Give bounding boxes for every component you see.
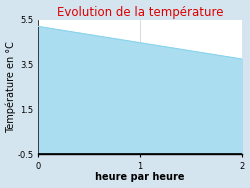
X-axis label: heure par heure: heure par heure [96,172,185,182]
Y-axis label: Température en °C: Température en °C [6,41,16,133]
Title: Evolution de la température: Evolution de la température [57,6,224,19]
